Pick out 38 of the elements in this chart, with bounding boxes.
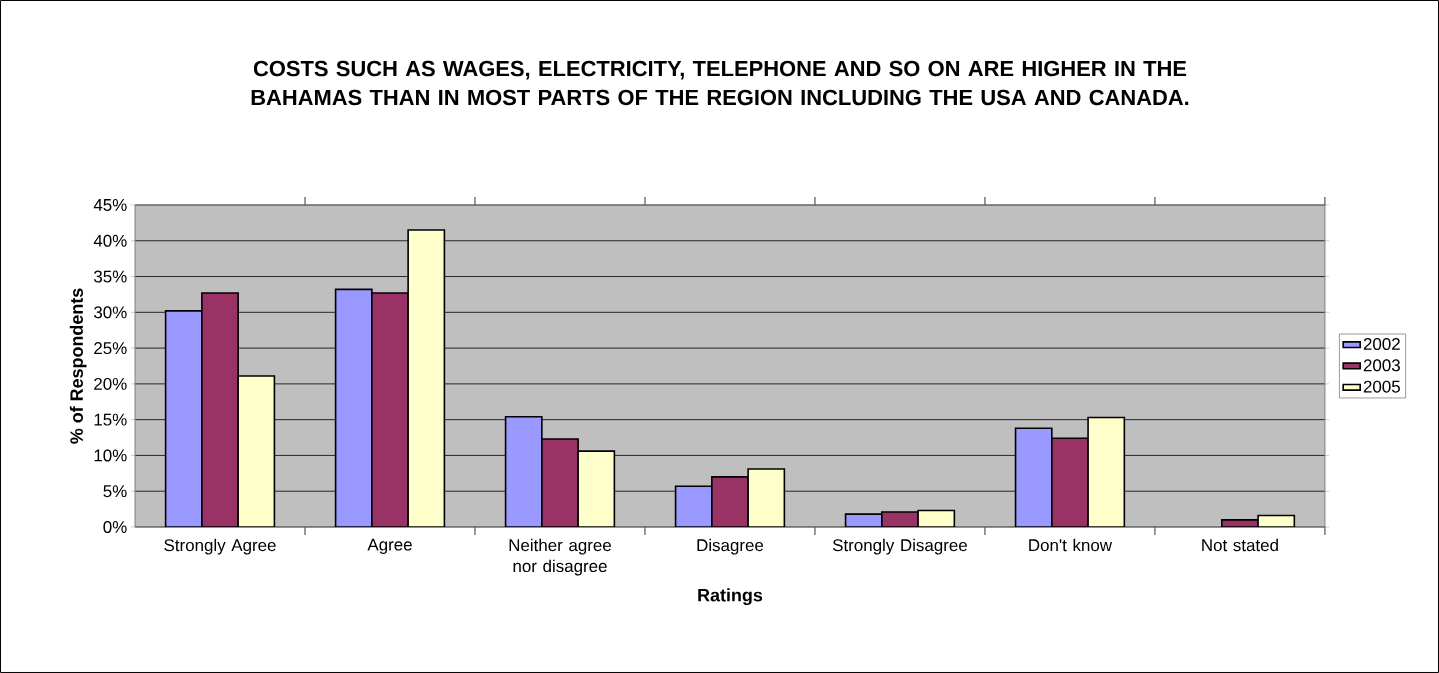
y-tick-label: 40%: [93, 234, 127, 247]
bar: [1051, 437, 1089, 527]
bar: [164, 310, 203, 527]
y-tick-label: 45%: [93, 199, 127, 211]
y-tick-label: 35%: [93, 270, 127, 283]
bar: [504, 415, 543, 527]
bar: [541, 438, 579, 527]
x-tick-label: Strongly Agree: [164, 538, 276, 555]
x-tick-label: Strongly Disagree: [832, 538, 967, 555]
legend-label: 2003: [1363, 359, 1400, 372]
bar: [371, 292, 409, 527]
legend-label: 2002: [1363, 338, 1400, 351]
bar: [711, 476, 749, 527]
bar: [1087, 416, 1126, 527]
bar: [201, 292, 239, 527]
x-tick-label: Neither agree nor disagree: [509, 538, 611, 576]
chart-title: COSTS SUCH AS WAGES, ELECTRICITY, TELEPHONE AND SO ON ARE HIGHER IN THE BAHAMAS THAN IN MOST PARTS OF THE REGION INCLUDING THE USA AND CANADA.: [251, 60, 1189, 106]
x-axis-title: Ratings: [698, 588, 763, 606]
bar: [237, 375, 276, 527]
y-tick-label: 0%: [103, 520, 127, 533]
bar: [334, 288, 373, 527]
y-tick-label: 20%: [94, 377, 127, 390]
y-tick-label: 15%: [94, 413, 127, 426]
y-tick-label: 10%: [94, 449, 127, 462]
y-tick-label: 5%: [103, 485, 127, 498]
bar: [674, 485, 713, 527]
y-axis-title: % of Respondents: [69, 288, 87, 444]
bar: [407, 229, 446, 527]
x-tick-label: Disagree: [697, 538, 764, 555]
bar: [747, 468, 786, 527]
y-tick-label: 30%: [93, 306, 127, 319]
x-tick-label: Agree: [367, 538, 412, 554]
x-tick-label: Don't know: [1029, 538, 1113, 552]
y-tick-label: 25%: [94, 342, 127, 355]
legend-label: 2005: [1363, 380, 1400, 393]
x-tick-label: Not stated: [1202, 538, 1278, 552]
bar: [1014, 427, 1053, 527]
bar: [577, 450, 616, 527]
